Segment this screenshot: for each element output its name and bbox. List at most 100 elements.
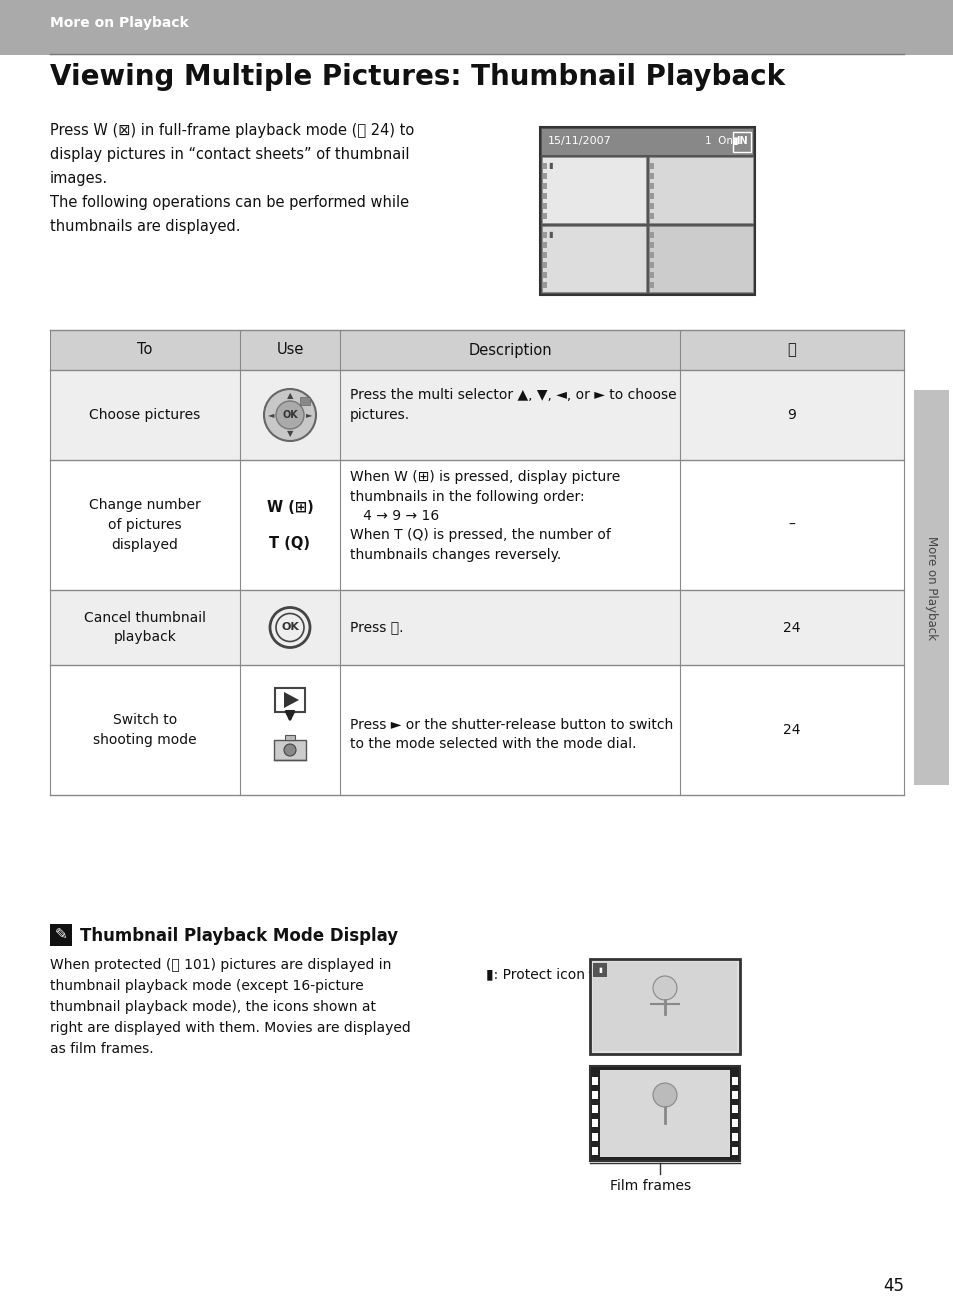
Text: 9: 9 — [787, 409, 796, 422]
Text: To: To — [137, 343, 152, 357]
Bar — [593, 962, 737, 1051]
Text: More on Playback: More on Playback — [50, 16, 189, 30]
Bar — [913, 390, 948, 784]
Bar — [648, 226, 752, 292]
Bar — [542, 202, 546, 209]
Bar — [649, 213, 654, 219]
Bar — [274, 689, 305, 712]
Circle shape — [284, 744, 295, 756]
Bar — [542, 242, 546, 248]
Bar — [50, 460, 903, 590]
Bar — [50, 371, 903, 460]
Bar — [731, 1091, 738, 1099]
Polygon shape — [284, 692, 298, 708]
Text: Change number
of pictures
displayed: Change number of pictures displayed — [89, 498, 201, 552]
Bar — [542, 233, 546, 238]
Bar — [542, 173, 546, 179]
Bar — [649, 252, 654, 258]
Text: W (⊞): W (⊞) — [266, 499, 313, 515]
Text: 24: 24 — [782, 723, 800, 737]
Bar — [542, 261, 546, 268]
Text: Use: Use — [276, 343, 303, 357]
Bar — [0, 0, 953, 55]
Bar — [589, 959, 740, 1054]
Text: ▮: Protect icon: ▮: Protect icon — [485, 967, 584, 982]
Text: Thumbnail Playback Mode Display: Thumbnail Playback Mode Display — [80, 926, 397, 945]
Bar — [593, 963, 606, 978]
Circle shape — [652, 1083, 677, 1106]
Text: ▮: ▮ — [547, 162, 552, 170]
Bar — [299, 397, 310, 405]
Text: ✎: ✎ — [54, 928, 68, 942]
Bar — [732, 131, 750, 152]
Text: 45: 45 — [882, 1277, 903, 1296]
Text: Ⓡ: Ⓡ — [787, 343, 796, 357]
Bar — [50, 330, 903, 371]
Text: thumbnail playback mode (except 16-picture: thumbnail playback mode (except 16-pictu… — [50, 979, 363, 993]
Text: Switch to
shooting mode: Switch to shooting mode — [93, 714, 196, 746]
Text: Viewing Multiple Pictures: Thumbnail Playback: Viewing Multiple Pictures: Thumbnail Pla… — [50, 63, 784, 91]
Bar — [592, 1077, 598, 1085]
Text: When protected (Ⓡ 101) pictures are displayed in: When protected (Ⓡ 101) pictures are disp… — [50, 958, 391, 972]
Text: Choose pictures: Choose pictures — [90, 409, 200, 422]
Bar — [731, 1105, 738, 1113]
Bar — [542, 272, 546, 279]
Text: Press W (⊠) in full-frame playback mode (Ⓡ 24) to: Press W (⊠) in full-frame playback mode … — [50, 124, 414, 138]
Text: The following operations can be performed while: The following operations can be performe… — [50, 194, 409, 210]
Text: ▮: ▮ — [598, 967, 601, 972]
Text: 1  On▮: 1 On▮ — [704, 137, 738, 146]
Bar — [649, 261, 654, 268]
Circle shape — [275, 401, 304, 428]
Bar — [649, 242, 654, 248]
Bar — [50, 665, 903, 795]
Bar — [542, 283, 546, 288]
Text: Description: Description — [468, 343, 551, 357]
Bar — [50, 924, 71, 946]
Text: More on Playback: More on Playback — [924, 536, 938, 640]
Bar — [731, 1120, 738, 1127]
Text: Press ⓞ.: Press ⓞ. — [350, 620, 403, 635]
Text: OK: OK — [282, 410, 297, 420]
Text: Film frames: Film frames — [609, 1179, 690, 1193]
Text: ▮: ▮ — [547, 230, 552, 239]
Text: display pictures in “contact sheets” of thumbnail: display pictures in “contact sheets” of … — [50, 147, 409, 162]
Bar — [731, 1147, 738, 1155]
Bar — [592, 1120, 598, 1127]
Bar — [649, 283, 654, 288]
Bar — [731, 1133, 738, 1141]
Text: Press the multi selector ▲, ▼, ◄, or ► to choose
pictures.: Press the multi selector ▲, ▼, ◄, or ► t… — [350, 388, 676, 422]
Bar — [649, 193, 654, 198]
Bar — [542, 163, 546, 170]
Bar — [542, 252, 546, 258]
Circle shape — [652, 976, 677, 1000]
Text: 24: 24 — [782, 620, 800, 635]
Bar — [592, 1105, 598, 1113]
Text: ►: ► — [305, 410, 312, 419]
Bar — [592, 1091, 598, 1099]
Text: Press ► or the shutter-release button to switch
to the mode selected with the mo: Press ► or the shutter-release button to… — [350, 717, 673, 752]
Bar — [50, 590, 903, 665]
Bar — [592, 1147, 598, 1155]
Text: thumbnails are displayed.: thumbnails are displayed. — [50, 219, 240, 234]
Bar — [541, 226, 645, 292]
Text: Cancel thumbnail
playback: Cancel thumbnail playback — [84, 611, 206, 644]
Text: ▼: ▼ — [287, 430, 293, 439]
Text: images.: images. — [50, 171, 108, 187]
Bar — [649, 202, 654, 209]
Bar — [539, 127, 754, 296]
Bar — [649, 233, 654, 238]
Bar — [649, 173, 654, 179]
Bar — [731, 1077, 738, 1085]
Text: thumbnail playback mode), the icons shown at: thumbnail playback mode), the icons show… — [50, 1000, 375, 1014]
Bar — [648, 156, 752, 223]
Text: T (Q): T (Q) — [269, 536, 310, 551]
Text: 15/11/2007: 15/11/2007 — [547, 137, 611, 146]
Text: OK: OK — [281, 623, 298, 632]
Text: ◄: ◄ — [268, 410, 274, 419]
Bar — [274, 740, 306, 759]
Bar — [599, 1070, 729, 1158]
Text: –: – — [788, 518, 795, 532]
Bar — [649, 272, 654, 279]
Bar — [589, 1066, 740, 1162]
Text: IN: IN — [736, 137, 747, 146]
